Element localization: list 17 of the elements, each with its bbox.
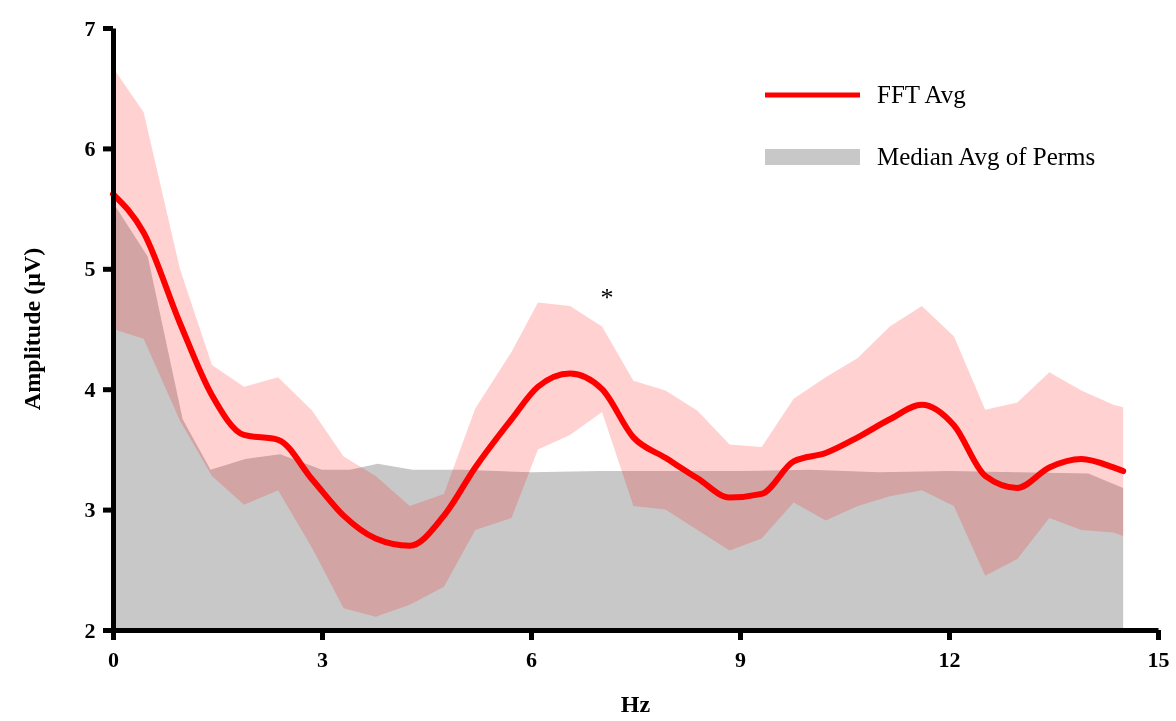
y-tick-label: 2 — [84, 617, 96, 643]
y-tick-label: 7 — [84, 15, 96, 41]
x-tick-label: 12 — [938, 647, 961, 673]
legend-label: Median Avg of Perms — [877, 143, 1096, 170]
y-tick-label: 6 — [84, 135, 96, 161]
annotation: * — [600, 283, 614, 312]
y-axis-title: Amplitude (μV) — [19, 247, 45, 411]
y-tick-label: 5 — [84, 256, 96, 282]
x-tick-label: 15 — [1147, 647, 1170, 673]
y-tick-label: 3 — [84, 497, 96, 523]
x-tick-label: 3 — [317, 647, 328, 673]
x-tick-label: 0 — [108, 647, 119, 673]
legend-label: FFT Avg — [877, 81, 967, 108]
x-tick-label: 9 — [735, 647, 746, 673]
y-tick-label: 4 — [84, 376, 96, 402]
x-axis-title: Hz — [620, 691, 651, 717]
x-tick-label: 6 — [526, 647, 537, 673]
